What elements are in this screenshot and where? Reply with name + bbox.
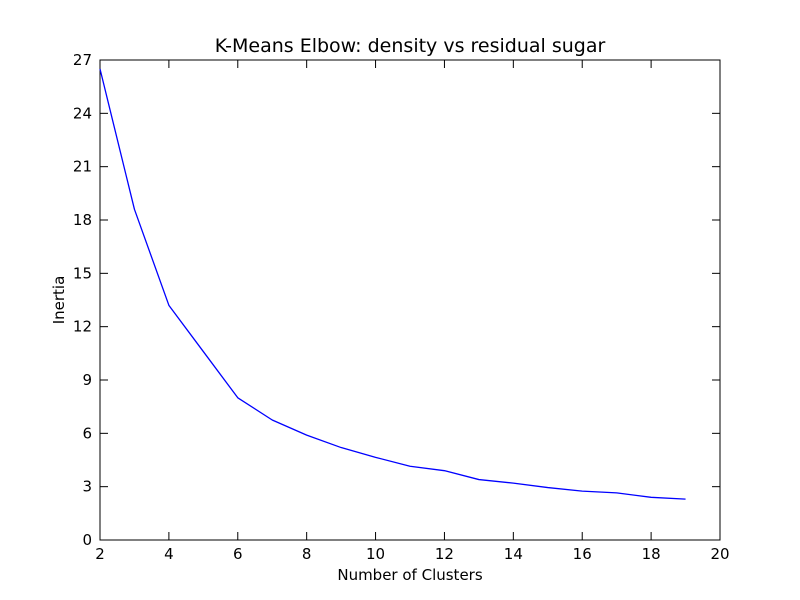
inertia-series-line [99,68,686,500]
y-tick-label: 9 [82,371,92,389]
y-axis-label: Inertia [50,276,68,325]
x-tick-label: 2 [95,545,105,563]
x-tick-label: 12 [435,545,454,563]
y-tick-label: 24 [73,104,92,122]
x-tick-label: 4 [164,545,174,563]
y-tick-label: 3 [82,478,92,496]
x-tick-label: 20 [710,545,729,563]
x-axis-label: Number of Clusters [337,566,482,584]
series-layer [99,68,686,500]
x-tick-label: 10 [366,545,385,563]
plot-frame [99,59,721,541]
x-tick-label: 14 [504,545,523,563]
chart-title: K-Means Elbow: density vs residual sugar [215,35,606,57]
x-tick-label: 18 [642,545,661,563]
x-tick-label: 6 [233,545,243,563]
x-tick-label: 8 [302,545,312,563]
y-tick-label: 18 [73,211,92,229]
y-tick-label: 27 [73,51,92,69]
y-tick-label: 0 [82,531,92,549]
y-tick-label: 15 [73,264,92,282]
y-tick-label: 12 [73,318,92,336]
x-tick-label: 16 [573,545,592,563]
y-tick-label: 6 [82,424,92,442]
y-tick-label: 21 [73,158,92,176]
